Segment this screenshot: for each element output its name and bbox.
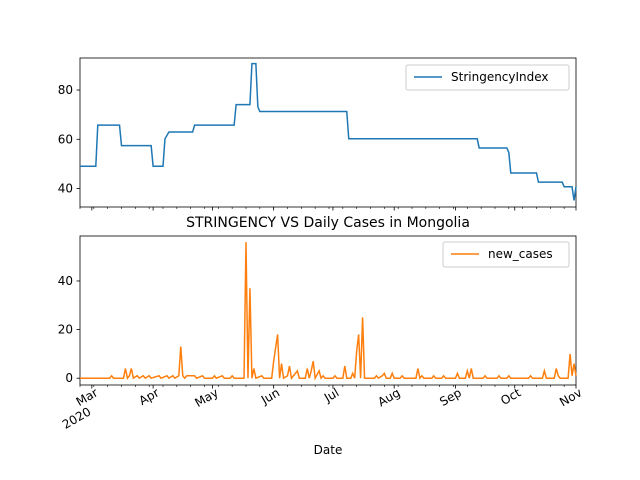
stringency-legend: StringencyIndex <box>405 64 570 91</box>
cases-chart-title: STRINGENCY VS Daily Cases in Mongolia <box>186 215 470 231</box>
stringency-ytick-label: 40 <box>58 182 73 196</box>
cases-y-ticks: 0 20 40 <box>58 274 80 385</box>
stringency-index-line <box>80 62 577 201</box>
cases-ytick-label: 40 <box>58 274 73 288</box>
stringency-legend-label: StringencyIndex <box>451 70 549 84</box>
stringency-axes-frame <box>79 57 577 208</box>
new-cases-line <box>80 242 577 381</box>
stringency-x-ticks <box>79 207 577 211</box>
cases-xtick-label: Jul <box>321 385 341 405</box>
stringency-subplot: 40 60 80 StringencyIndex <box>58 57 577 211</box>
stringency-y-ticks: 40 60 80 <box>58 83 80 196</box>
stringency-legend-box <box>405 64 570 91</box>
cases-legend-box <box>442 241 570 268</box>
cases-legend: new_cases <box>442 241 570 268</box>
cases-axes-frame <box>79 235 577 386</box>
cases-ytick-label: 0 <box>65 371 73 385</box>
cases-ytick-label: 20 <box>58 323 73 337</box>
x-axis-label: Date <box>314 443 343 457</box>
stringency-ytick-label: 80 <box>58 83 73 97</box>
cases-legend-label: new_cases <box>488 247 553 261</box>
stringency-ytick-label: 60 <box>58 132 73 146</box>
